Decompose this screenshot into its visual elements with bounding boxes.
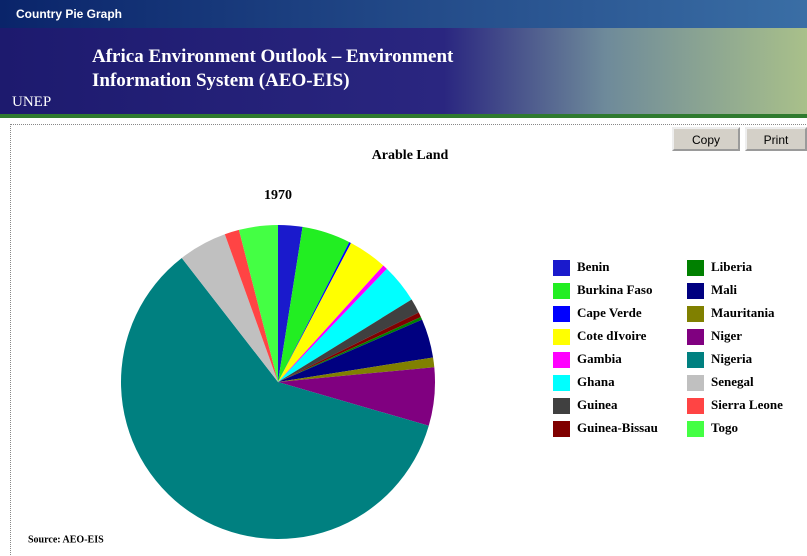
banner-title: Information System (AEO-EIS) <box>92 70 350 91</box>
legend-swatch <box>553 352 570 368</box>
pie-slice <box>278 312 421 382</box>
pie-slice <box>278 299 419 382</box>
chart-subtitle: 1970 <box>264 188 292 203</box>
legend-swatch <box>687 329 704 345</box>
print-button[interactable]: Print <box>745 127 807 151</box>
legend-label: Ghana <box>577 374 615 389</box>
legend-label: Togo <box>711 420 738 435</box>
pie-slice <box>224 229 278 382</box>
content <box>10 124 807 556</box>
pie-slice <box>278 265 387 382</box>
legend-label: Senegal <box>711 374 754 389</box>
pie-slice <box>121 257 429 539</box>
pie-slice <box>278 357 435 382</box>
legend-label: Guinea <box>577 397 618 412</box>
legend-swatch <box>687 352 704 368</box>
legend-label: Burkina Faso <box>577 282 653 297</box>
pie-slice <box>278 243 384 382</box>
legend-label: Nigeria <box>711 351 753 366</box>
legend-label: Liberia <box>711 259 753 274</box>
legend-label: Gambia <box>577 351 622 366</box>
legend-label: Cape Verde <box>577 305 642 320</box>
window-title: Country Pie Graph <box>0 0 807 28</box>
legend-label: Guinea-Bissau <box>577 420 658 435</box>
legend-swatch <box>687 421 704 437</box>
banner: Africa Environment Outlook – Environment… <box>0 28 807 118</box>
pie-slice <box>181 234 278 382</box>
legend-swatch <box>687 375 704 391</box>
logo: UNEP <box>12 94 52 110</box>
pie-slice <box>278 367 435 426</box>
pie-slice <box>278 268 412 382</box>
copy-button[interactable]: Copy <box>672 127 740 151</box>
pie-slice <box>278 316 423 382</box>
chart-title: Arable Land <box>372 148 449 163</box>
legend-swatch <box>553 421 570 437</box>
legend-label: Niger <box>711 328 742 343</box>
pie-slice <box>278 242 352 382</box>
pie-slice <box>278 319 434 382</box>
legend-swatch <box>553 283 570 299</box>
pie-slice <box>238 225 278 382</box>
legend-swatch <box>553 260 570 276</box>
legend-label: Mali <box>711 282 737 297</box>
legend-swatch <box>553 329 570 345</box>
legend-swatch <box>553 375 570 391</box>
legend-swatch <box>687 260 704 276</box>
source: Source: AEO-EIS <box>28 534 104 545</box>
legend-label: Sierra Leone <box>711 397 783 412</box>
legend-swatch <box>553 398 570 414</box>
pie-slice <box>278 225 303 382</box>
pie-slice <box>278 226 350 382</box>
legend-swatch <box>687 306 704 322</box>
legend-label: Cote dIvoire <box>577 328 647 343</box>
legend-label: Benin <box>577 259 610 274</box>
legend-swatch <box>687 283 704 299</box>
legend-label: Mauritania <box>711 305 775 320</box>
legend-swatch <box>553 306 570 322</box>
legend-swatch <box>687 398 704 414</box>
banner-title: Africa Environment Outlook – Environment <box>92 46 454 67</box>
